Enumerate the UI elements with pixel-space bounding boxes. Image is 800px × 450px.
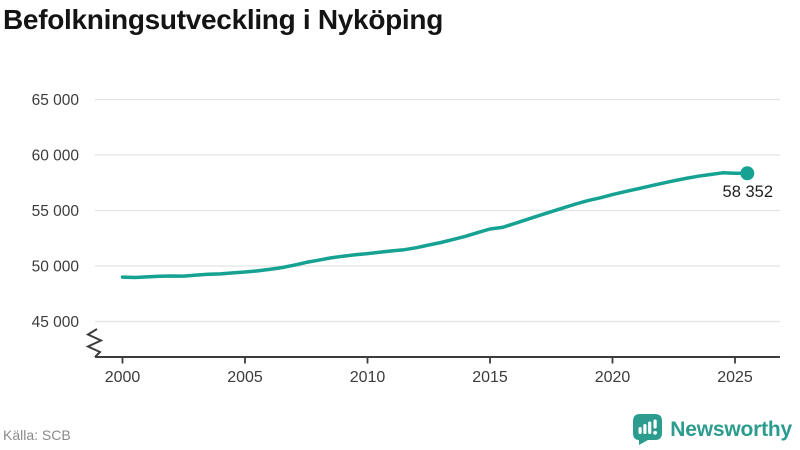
y-tick-label: 60 000 <box>32 148 80 165</box>
x-axis-labels-group: 2000 2005 2010 2015 2020 2025 <box>105 369 753 386</box>
population-trend-line <box>120 171 750 280</box>
newsworthy-brand[interactable]: Newsworthy <box>633 414 792 445</box>
x-tick-label: 2005 <box>227 369 263 386</box>
y-tick-label: 50 000 <box>32 259 80 276</box>
endpoint-value-label: 58 352 <box>723 183 773 201</box>
y-tick-label: 65 000 <box>32 92 80 109</box>
y-tick-label: 45 000 <box>32 314 80 331</box>
y-axis-labels-group: 45 000 50 000 55 000 60 000 65 000 <box>32 92 80 331</box>
y-tick-label: 55 000 <box>32 203 80 220</box>
gridlines-group <box>95 98 780 323</box>
x-tick-label: 2010 <box>350 369 386 386</box>
x-tick-label: 2015 <box>472 369 508 386</box>
x-axis-ticks-group <box>121 357 736 364</box>
y-axis-break-icon <box>85 328 104 358</box>
chart-title: Befolkningsutveckling i Nyköping <box>3 4 444 35</box>
x-tick-label: 2025 <box>717 369 753 386</box>
x-tick-label: 2000 <box>105 369 141 386</box>
brand-name: Newsworthy <box>670 417 792 441</box>
endpoint-marker <box>740 166 755 181</box>
x-tick-label: 2020 <box>595 369 631 386</box>
source-note: Källa: SCB <box>3 427 71 443</box>
newsworthy-logo-icon <box>633 414 663 445</box>
